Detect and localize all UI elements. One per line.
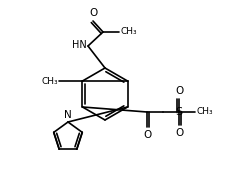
Text: HN: HN (72, 40, 87, 50)
Text: O: O (175, 86, 183, 96)
Text: S: S (175, 107, 182, 117)
Text: O: O (89, 8, 97, 18)
Text: CH₃: CH₃ (196, 108, 213, 116)
Text: CH₃: CH₃ (41, 76, 58, 86)
Text: N: N (64, 110, 72, 120)
Text: O: O (175, 128, 183, 138)
Text: CH₃: CH₃ (120, 27, 137, 37)
Text: O: O (143, 130, 151, 140)
